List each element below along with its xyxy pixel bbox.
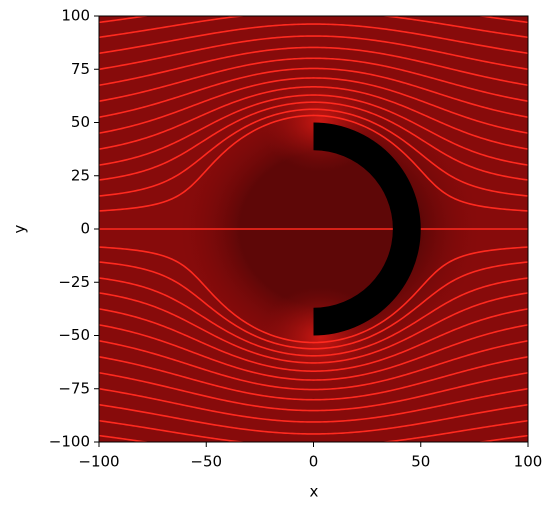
y-tick-label: −75 bbox=[58, 379, 90, 397]
x-tick-label: 50 bbox=[411, 453, 430, 471]
streamline bbox=[99, 277, 528, 357]
streamline bbox=[99, 387, 528, 423]
y-axis-label: y bbox=[11, 224, 29, 233]
streamline bbox=[99, 419, 528, 442]
streamline bbox=[99, 108, 528, 197]
x-tick-label: 100 bbox=[514, 453, 543, 471]
y-tick-label: 25 bbox=[71, 166, 90, 184]
streamline bbox=[99, 86, 528, 150]
streamline bbox=[99, 101, 528, 181]
y-tick-label: 100 bbox=[61, 7, 90, 25]
y-tick-label: 50 bbox=[71, 113, 90, 131]
y-tick-label: −25 bbox=[58, 273, 90, 291]
y-tick-label: −100 bbox=[49, 433, 90, 451]
streamline bbox=[99, 77, 528, 134]
streamline bbox=[99, 94, 528, 166]
x-tick-label: −100 bbox=[78, 453, 119, 471]
streamline bbox=[99, 324, 528, 381]
streamline bbox=[99, 114, 528, 212]
streamline bbox=[99, 356, 528, 401]
x-tick-label: 0 bbox=[309, 453, 319, 471]
x-tick-label: −50 bbox=[190, 453, 222, 471]
plot-area bbox=[99, 16, 528, 442]
streamline bbox=[99, 292, 528, 364]
streamline bbox=[99, 35, 528, 71]
y-tick-label: −50 bbox=[58, 326, 90, 344]
streamline bbox=[99, 246, 528, 344]
streamline bbox=[99, 16, 528, 39]
streamline bbox=[99, 23, 528, 55]
streamline bbox=[99, 371, 528, 412]
streamline bbox=[99, 57, 528, 102]
obstacle bbox=[313, 122, 421, 336]
streamline bbox=[99, 403, 528, 435]
y-tick-label: 75 bbox=[71, 60, 90, 78]
streamline bbox=[99, 46, 528, 87]
x-axis-label: x bbox=[310, 483, 319, 501]
streamline bbox=[99, 308, 528, 372]
y-tick-label: 0 bbox=[80, 220, 90, 238]
streamline bbox=[99, 67, 528, 118]
streamline bbox=[99, 261, 528, 350]
streamline bbox=[99, 340, 528, 391]
